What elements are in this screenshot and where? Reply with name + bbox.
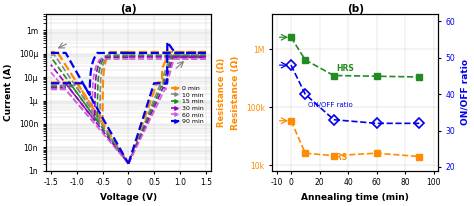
X-axis label: Annealing time (min): Annealing time (min) <box>301 193 409 202</box>
Y-axis label: Current (A): Current (A) <box>4 64 13 121</box>
Title: (b): (b) <box>346 4 364 14</box>
Text: HRS: HRS <box>337 64 355 73</box>
Text: ON/OFF ratio: ON/OFF ratio <box>308 102 353 108</box>
X-axis label: Voltage (V): Voltage (V) <box>100 193 157 202</box>
Y-axis label: ON/OFF ratio: ON/OFF ratio <box>461 59 470 125</box>
Y-axis label: Resistance (Ω): Resistance (Ω) <box>231 55 240 130</box>
Title: (a): (a) <box>120 4 137 14</box>
Y-axis label: Resistance (Ω): Resistance (Ω) <box>217 58 226 127</box>
Legend: 0 min, 10 min, 15 min, 30 min, 60 min, 90 min: 0 min, 10 min, 15 min, 30 min, 60 min, 9… <box>168 83 206 127</box>
Text: LRS: LRS <box>331 153 347 162</box>
